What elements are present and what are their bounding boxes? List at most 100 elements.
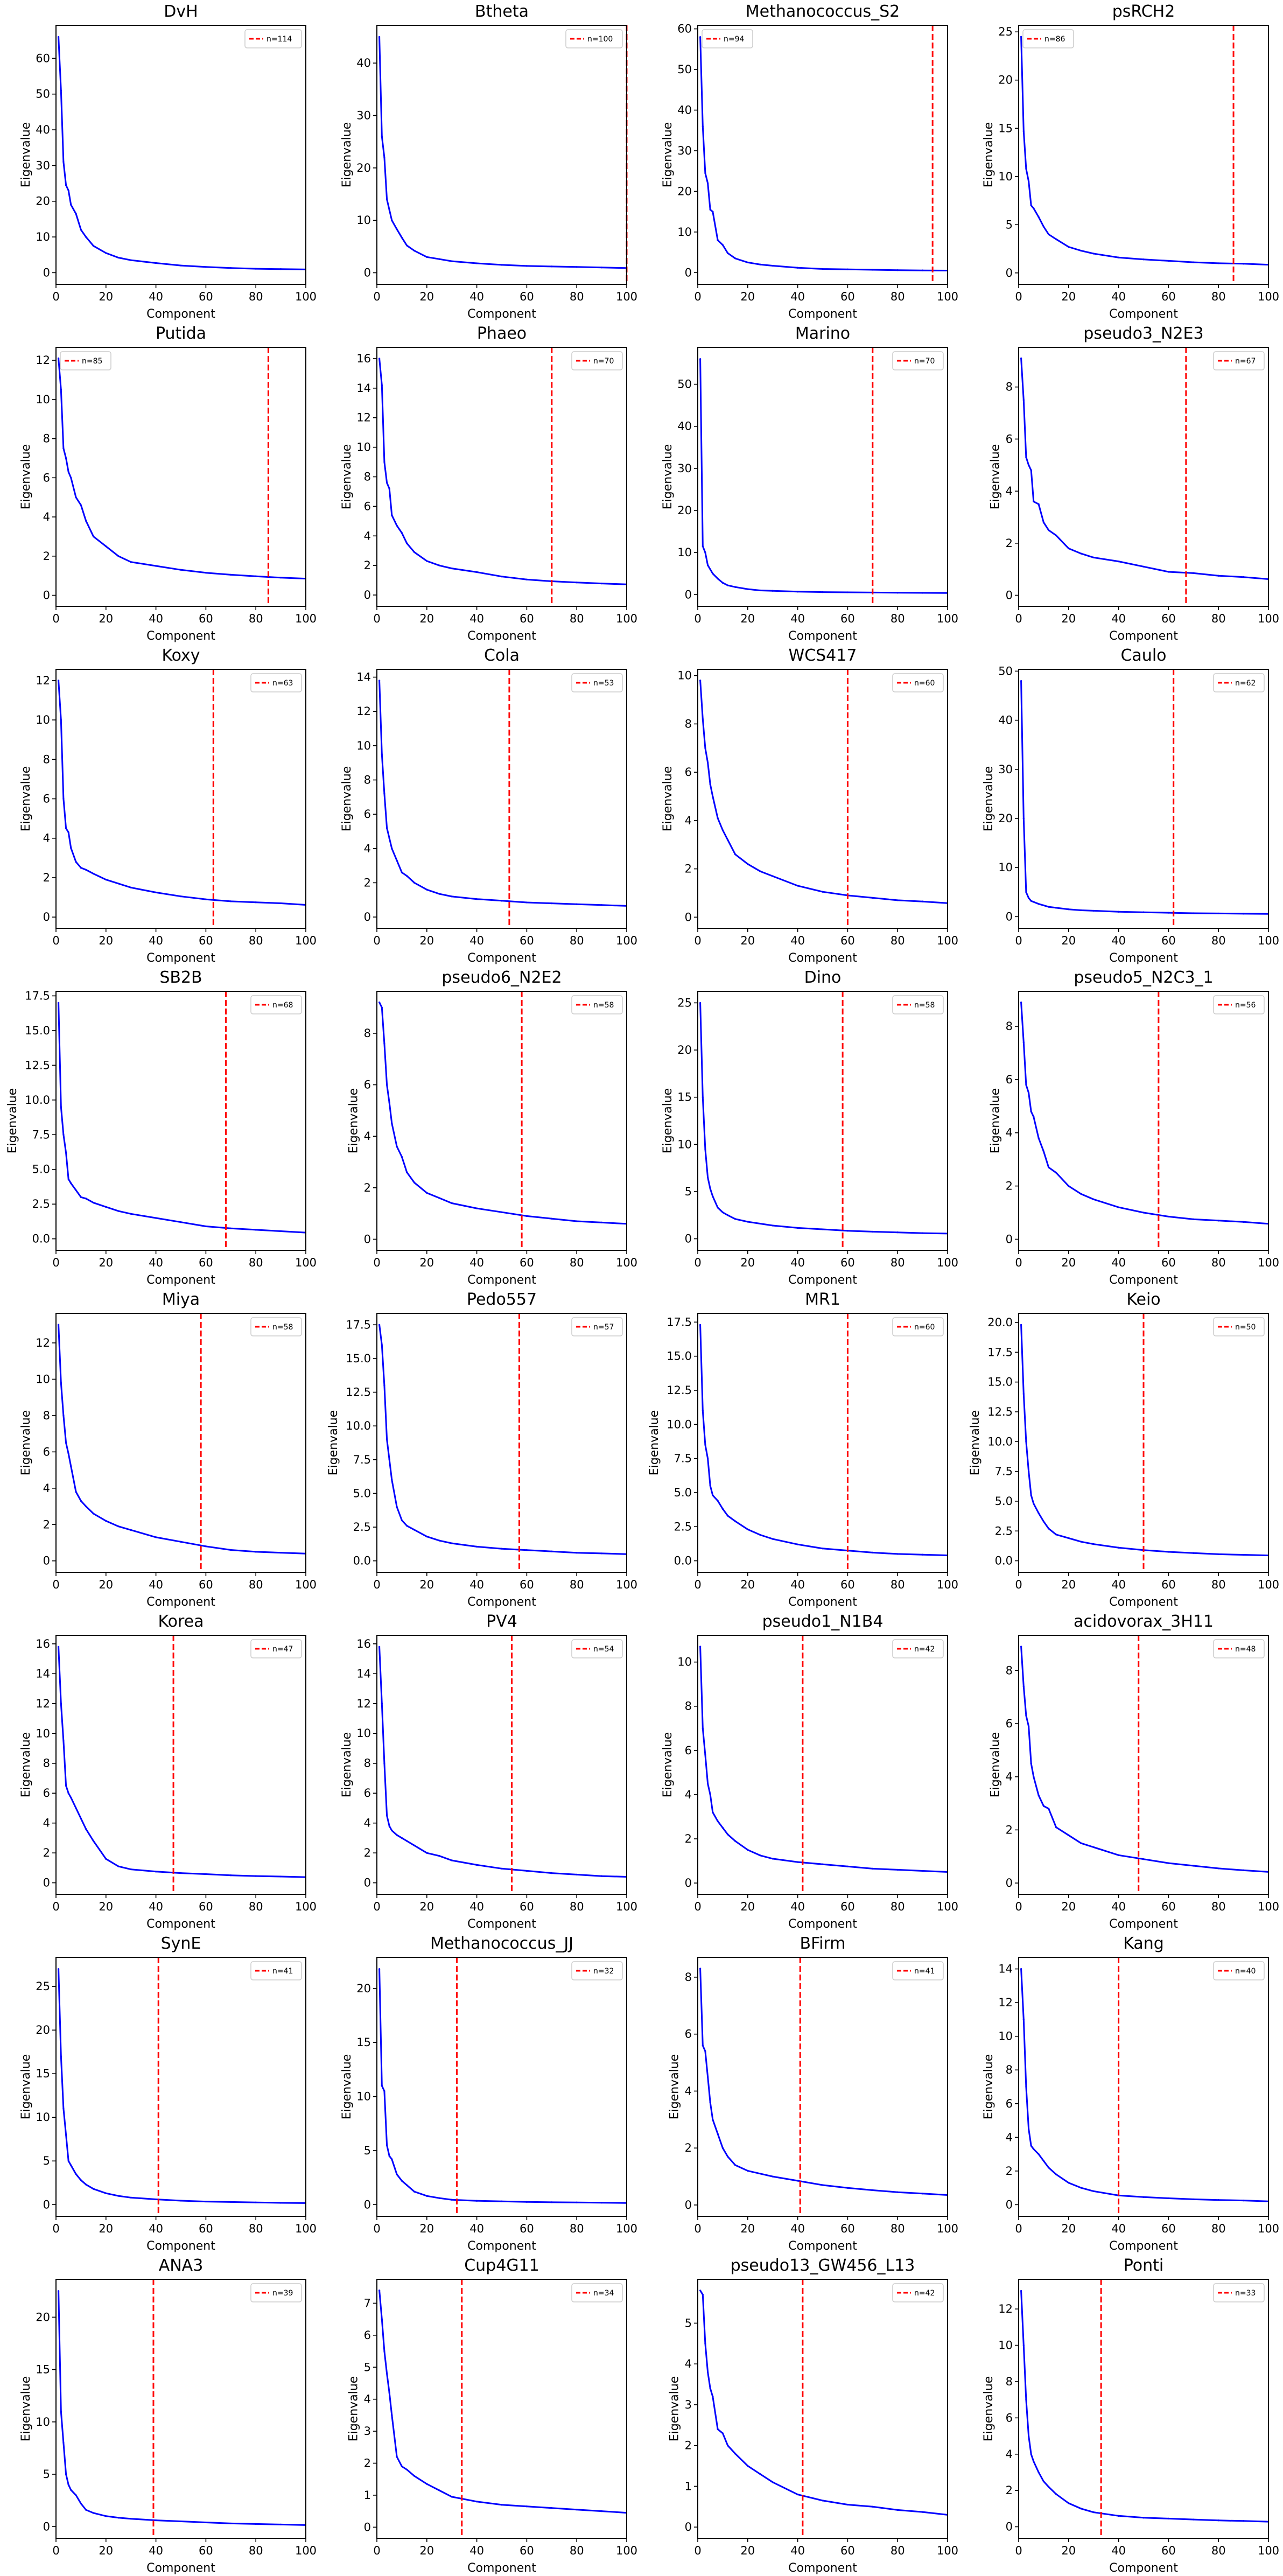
- legend: n=70: [892, 351, 944, 370]
- eigenvalue-curve: [1020, 1969, 1268, 2202]
- data-point: [413, 1844, 416, 1846]
- data-point: [1027, 464, 1030, 466]
- data-point: [896, 269, 899, 271]
- y-tick-label: 0: [43, 1877, 50, 1889]
- y-tick-label: 12.5: [346, 1386, 371, 1399]
- data-point: [1118, 1854, 1120, 1856]
- data-point: [1020, 1324, 1022, 1326]
- data-point: [401, 871, 403, 873]
- data-point: [406, 1171, 408, 1173]
- data-point: [65, 827, 67, 830]
- data-point: [383, 793, 385, 795]
- y-tick-label: 10: [356, 2090, 371, 2103]
- x-tick-label: 20: [99, 290, 113, 303]
- subplot-title: PV4: [486, 1612, 517, 1631]
- x-tick-label: 40: [149, 2544, 163, 2557]
- data-point: [58, 2290, 60, 2292]
- x-tick-label: 0: [373, 1900, 380, 1913]
- y-tick-label: 5: [43, 2154, 50, 2167]
- data-point: [155, 2519, 157, 2522]
- legend-label: n=48: [1235, 1645, 1256, 1654]
- eigenvalue-curve: [378, 1647, 627, 1878]
- data-point: [1055, 2173, 1057, 2175]
- legend: n=68: [250, 995, 302, 1014]
- data-point: [230, 1549, 232, 1551]
- subplot-pseudo3-n2e3: pseudo3_N2E3 0 20 40 60 80 100 0 2 4 6 8 Component Ei…: [989, 324, 1280, 643]
- y-axis-label: Eigenvalue: [648, 1410, 661, 1476]
- x-axis-label: Component: [146, 1917, 215, 1931]
- subplot-cup4g11: Cup4G11 0 20 40 60 80 100 0 1 2 3 4 5 6 7 Component Eige…: [347, 2256, 638, 2575]
- data-point: [80, 1500, 82, 1502]
- x-tick-label: 0: [694, 1900, 701, 1913]
- x-tick-label: 40: [149, 934, 163, 947]
- data-point: [80, 1196, 82, 1198]
- y-tick-label: 1: [364, 2489, 371, 2502]
- data-point: [1020, 1001, 1022, 1004]
- data-point: [1030, 1494, 1032, 1496]
- data-point: [476, 1207, 478, 1209]
- data-point: [1142, 2196, 1145, 2198]
- data-point: [60, 1703, 62, 1705]
- data-point: [383, 1762, 385, 1765]
- x-tick-label: 20: [740, 290, 755, 303]
- data-point: [75, 1189, 77, 1192]
- y-tick-label: 15: [36, 2363, 50, 2376]
- y-tick-label: 15.0: [346, 1352, 371, 1365]
- legend-box: [892, 995, 944, 1014]
- data-point: [230, 267, 232, 269]
- data-point: [62, 1133, 65, 1136]
- legend: n=48: [1213, 1639, 1265, 1658]
- data-point: [62, 2108, 65, 2110]
- data-point: [105, 1520, 107, 1522]
- data-point: [1092, 253, 1095, 255]
- legend: n=32: [571, 1961, 623, 1980]
- legend: n=54: [571, 1639, 623, 1658]
- x-axis-label: Component: [467, 2239, 536, 2253]
- data-point: [721, 1826, 724, 1829]
- data-point: [205, 266, 207, 268]
- x-tick-label: 40: [469, 2544, 484, 2557]
- data-point: [385, 2372, 388, 2375]
- data-point: [1027, 1092, 1030, 1094]
- data-point: [1042, 2160, 1044, 2162]
- data-point: [451, 895, 453, 898]
- data-point: [1193, 572, 1195, 575]
- data-point: [1193, 1865, 1195, 1867]
- data-point: [406, 2184, 408, 2186]
- y-tick-label: 4: [685, 2084, 692, 2097]
- y-tick-label: 20: [998, 74, 1013, 87]
- data-point: [80, 2502, 82, 2505]
- y-tick-label: 2: [364, 876, 371, 889]
- axes-frame: [1018, 1957, 1269, 2217]
- y-tick-label: 10: [998, 2339, 1013, 2352]
- x-tick-label: 80: [249, 1900, 263, 1913]
- data-point: [717, 1500, 719, 1502]
- data-point: [60, 1106, 62, 1108]
- y-tick-label: 8: [364, 471, 371, 484]
- y-tick-label: 12: [998, 2302, 1013, 2315]
- subplot-psrch2: psRCH2 0 20 40 60 80 100 0 5 10 15 20 25 Component Eig…: [982, 2, 1279, 321]
- data-point: [709, 1485, 711, 1487]
- y-tick-label: 2: [1006, 1180, 1013, 1193]
- data-point: [576, 2201, 578, 2203]
- data-point: [501, 1211, 503, 1213]
- eigenvalue-curve: [378, 1325, 627, 1555]
- y-tick-label: 4: [1006, 1770, 1013, 1783]
- x-tick-label: 100: [295, 2222, 317, 2235]
- data-point: [406, 1840, 408, 1842]
- data-point: [75, 861, 77, 863]
- y-tick-label: 4: [364, 529, 371, 542]
- x-axis-label: Component: [1109, 1595, 1178, 1609]
- eigenvalue-curve: [699, 37, 948, 271]
- data-point: [759, 1222, 761, 1225]
- y-tick-label: 0.0: [995, 1555, 1013, 1567]
- data-point: [721, 582, 724, 584]
- data-point: [1243, 1869, 1245, 1871]
- data-point: [922, 269, 924, 271]
- legend: n=42: [892, 2283, 944, 2302]
- data-point: [1037, 1512, 1040, 1514]
- y-tick-label: 0: [364, 589, 371, 601]
- data-point: [1027, 2435, 1030, 2437]
- y-tick-label: 12: [36, 674, 50, 687]
- data-point: [1080, 1842, 1082, 1844]
